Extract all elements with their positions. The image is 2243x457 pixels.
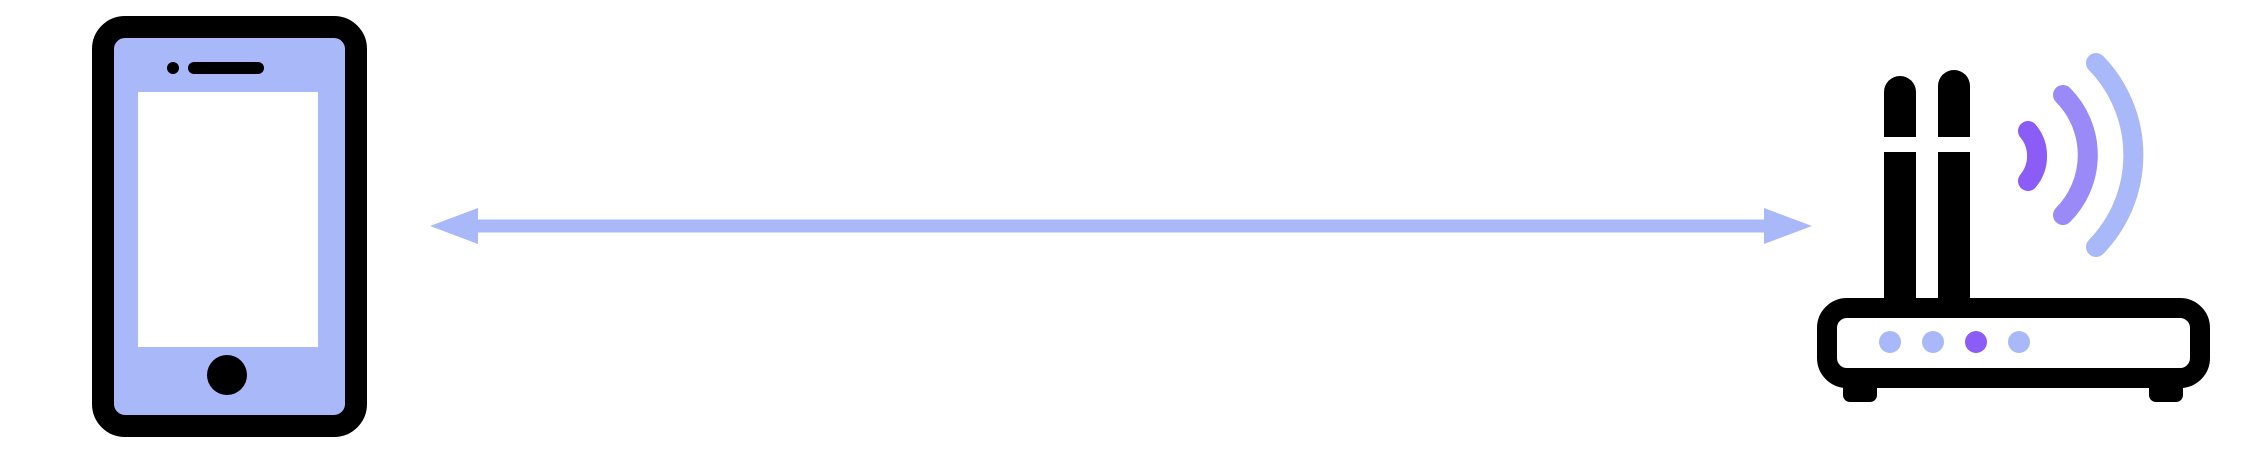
arrow-head-right [1764,208,1812,244]
phone-screen [138,92,318,347]
wifi-signal-icon [2018,53,2144,257]
signal-wave-outer [2086,53,2144,257]
phone-speaker-slot [188,62,264,74]
router-led-3 [1965,331,1987,353]
router-antenna-left [1884,76,1916,300]
phone-camera-dot [167,62,179,74]
signal-wave-inner [2018,121,2047,191]
router-led-4 [2008,331,2030,353]
smartphone-icon [92,16,367,437]
router-antenna-right [1938,70,1970,300]
wifi-router-icon [1817,53,2210,402]
signal-wave-middle [2053,85,2098,225]
bidirectional-arrow [430,208,1812,244]
arrow-head-left [430,208,478,244]
router-led-1 [1879,331,1901,353]
phone-home-button [207,355,247,395]
router-led-2 [1922,331,1944,353]
